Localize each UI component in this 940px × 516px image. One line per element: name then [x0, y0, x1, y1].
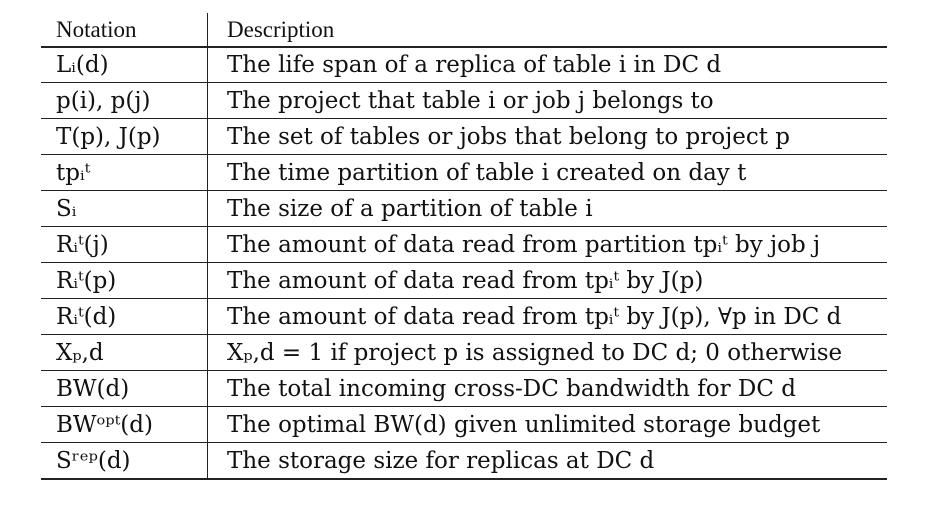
row-rule: [41, 370, 887, 371]
notation-table: Notation Description Lᵢ(d) The life span …: [41, 13, 887, 480]
table-row: tpᵢᵗ The time partition of table i create…: [41, 155, 887, 191]
row-rule: [41, 154, 887, 155]
notation-cell: T(p), J(p): [56, 124, 161, 150]
notation-cell: Rᵢᵗ(p): [56, 268, 117, 294]
description-cell: The amount of data read from partition t…: [227, 232, 821, 258]
row-rule: [41, 118, 887, 119]
table-row: Rᵢᵗ(p) The amount of data read from tpᵢᵗ …: [41, 263, 887, 299]
header-rule: [41, 46, 887, 48]
row-rule: [41, 298, 887, 299]
description-cell: The optimal BW(d) given unlimited storag…: [227, 412, 821, 438]
description-cell: The project that table i or job j belong…: [227, 88, 714, 114]
notation-cell: Lᵢ(d): [56, 52, 109, 78]
notation-cell: p(i), p(j): [56, 88, 151, 114]
row-rule: [41, 442, 887, 443]
table-row: Rᵢᵗ(j) The amount of data read from parti…: [41, 227, 887, 263]
description-cell: The amount of data read from tpᵢᵗ by J(p…: [227, 304, 842, 330]
table-row: BWᵒᵖᵗ(d) The optimal BW(d) given unlimite…: [41, 407, 887, 443]
row-rule: [41, 190, 887, 191]
notation-cell: BWᵒᵖᵗ(d): [56, 412, 153, 438]
row-rule: [41, 262, 887, 263]
notation-cell: Rᵢᵗ(d): [56, 304, 117, 330]
description-cell: The storage size for replicas at DC d: [227, 448, 655, 474]
table-row: Rᵢᵗ(d) The amount of data read from tpᵢᵗ …: [41, 299, 887, 335]
table-row: Sᵢ The size of a partition of table i: [41, 191, 887, 227]
description-cell: The amount of data read from tpᵢᵗ by J(p…: [227, 268, 704, 294]
table-row: T(p), J(p) The set of tables or jobs that…: [41, 119, 887, 155]
table-row: Lᵢ(d) The life span of a replica of table…: [41, 47, 887, 83]
notation-cell: Sʳᵉᵖ(d): [56, 448, 131, 474]
description-cell: The total incoming cross-DC bandwidth fo…: [227, 376, 796, 402]
table-row: BW(d) The total incoming cross-DC bandwid…: [41, 371, 887, 407]
notation-cell: Xₚ,d: [56, 340, 104, 366]
table-row: Sʳᵉᵖ(d) The storage size for replicas at …: [41, 443, 887, 479]
row-rule: [41, 226, 887, 227]
notation-cell: Sᵢ: [56, 196, 77, 222]
table-row: Xₚ,d Xₚ,d = 1 if project p is assigned to…: [41, 335, 887, 371]
description-cell: The set of tables or jobs that belong to…: [227, 124, 791, 150]
notation-cell: tpᵢᵗ: [56, 160, 91, 186]
header-description: Description: [227, 17, 335, 42]
description-cell: The life span of a replica of table i in…: [227, 52, 722, 78]
description-cell: Xₚ,d = 1 if project p is assigned to DC …: [227, 340, 843, 366]
description-cell: The time partition of table i created on…: [227, 160, 747, 186]
description-cell: The size of a partition of table i: [227, 196, 593, 222]
notation-cell: Rᵢᵗ(j): [56, 232, 109, 258]
table-header-row: Notation Description: [41, 13, 887, 46]
row-rule: [41, 334, 887, 335]
header-notation: Notation: [56, 17, 137, 42]
bottom-rule: [41, 478, 887, 480]
row-rule: [41, 82, 887, 83]
row-rule: [41, 406, 887, 407]
column-divider: [207, 13, 208, 479]
notation-cell: BW(d): [56, 376, 130, 402]
table-row: p(i), p(j) The project that table i or jo…: [41, 83, 887, 119]
